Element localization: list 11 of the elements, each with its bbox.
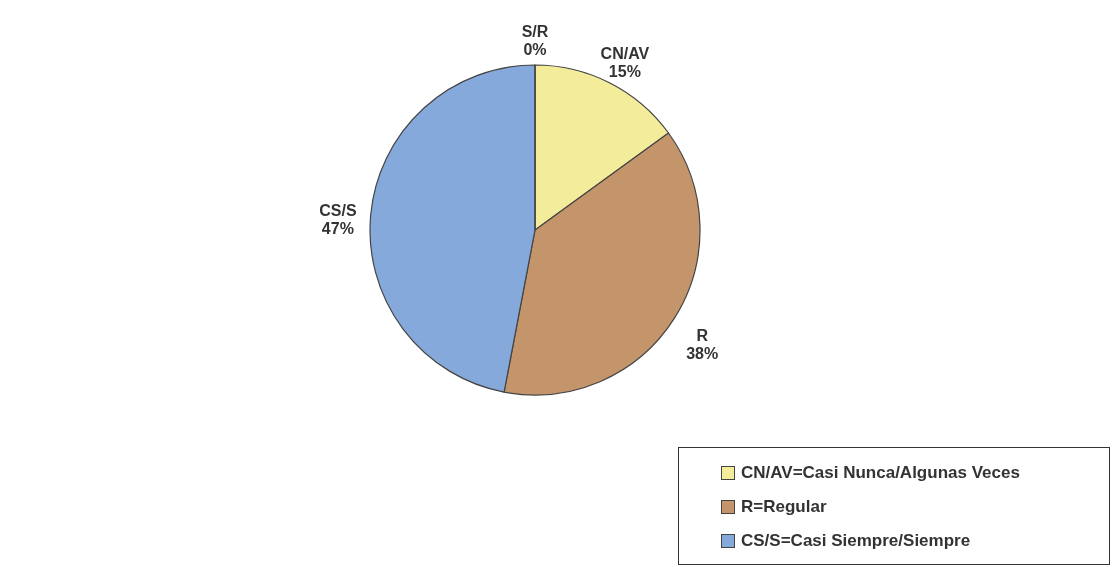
text: 0% xyxy=(523,41,547,58)
category-label: S/R xyxy=(521,23,549,40)
data-label: 47% xyxy=(321,220,354,238)
data-label: 15% xyxy=(608,62,641,80)
text: CN/AV=Casi Nunca/Algunas Veces xyxy=(741,463,1020,483)
text: R=Regular xyxy=(741,497,827,517)
slice-label: CS/S xyxy=(319,202,357,220)
data-label: 38% xyxy=(686,345,719,363)
slice-label: R xyxy=(696,327,709,345)
text: CS/S=Casi Siempre/Siempre xyxy=(741,531,971,551)
slice-label: CN/AV xyxy=(600,44,650,62)
